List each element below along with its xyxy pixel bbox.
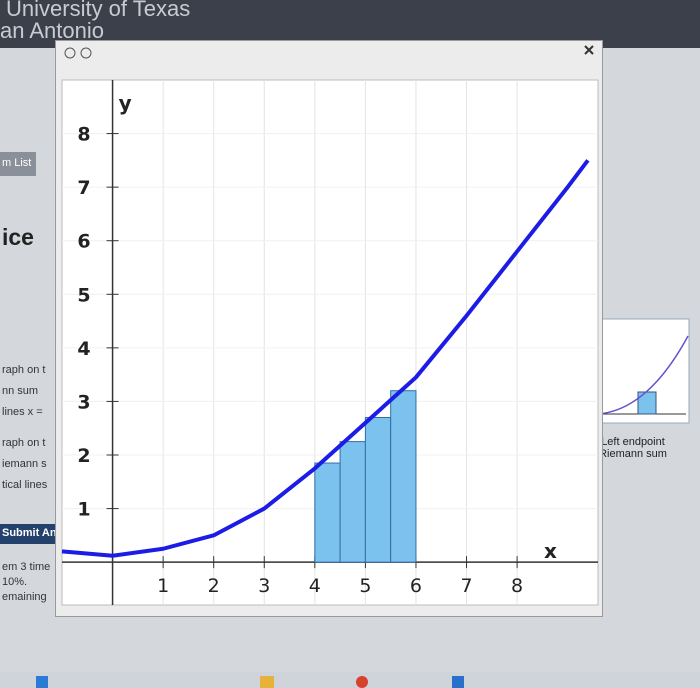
taskbar-icon[interactable] — [356, 676, 368, 688]
y-tick-label: 7 — [77, 177, 90, 199]
y-tick-label: 6 — [77, 231, 90, 253]
text-fragment: raph on t — [2, 437, 46, 449]
submit-label[interactable]: Submit An — [2, 527, 57, 539]
x-axis-label: x — [544, 539, 557, 563]
y-axis-label: y — [119, 91, 132, 115]
x-tick-label: 6 — [410, 575, 422, 597]
x-tick-label: 5 — [359, 575, 371, 597]
taskbar-icon[interactable] — [452, 676, 464, 688]
text-fragment: nn sum — [2, 385, 39, 397]
text-fragment: tical lines — [2, 479, 48, 491]
text-fragment: raph on t — [2, 364, 46, 376]
text-fragment: lines x = — [2, 406, 43, 418]
bar — [314, 462, 341, 563]
y-tick-label: 4 — [77, 338, 90, 360]
taskbar — [0, 672, 700, 688]
thumbnail-caption: Left endpoint Riemann sum — [599, 436, 667, 460]
site-subtitle: an Antonio — [0, 18, 104, 43]
text-fragment: 10%. — [2, 576, 28, 588]
site-title: University of Texas — [6, 0, 191, 21]
popup-chrome — [64, 45, 594, 59]
tab[interactable] — [0, 152, 36, 176]
x-tick-label: 7 — [460, 575, 472, 597]
bar — [364, 417, 392, 563]
y-tick-label: 8 — [77, 124, 90, 146]
zoom-in-icon[interactable] — [64, 47, 76, 59]
x-tick-label: 4 — [309, 575, 321, 597]
bar — [339, 441, 366, 563]
y-tick-label: 3 — [77, 391, 90, 413]
y-tick-label: 2 — [77, 445, 90, 467]
x-tick-label: 8 — [511, 575, 523, 597]
x-tick-label: 2 — [208, 575, 220, 597]
y-tick-label: 5 — [77, 284, 90, 306]
y-tick-label: 1 — [77, 499, 90, 521]
taskbar-icon[interactable] — [36, 676, 48, 688]
bar — [390, 390, 417, 563]
thumbnail-curve — [597, 335, 689, 415]
curve — [61, 159, 590, 558]
zoom-out-icon[interactable] — [80, 47, 92, 59]
submit-button[interactable] — [0, 524, 56, 544]
close-icon[interactable] — [584, 45, 594, 55]
x-tick-label: 3 — [258, 575, 270, 597]
taskbar-icon[interactable] — [260, 676, 274, 688]
text-fragment: emaining — [2, 591, 47, 603]
text-fragment: iemann s — [2, 458, 47, 470]
x-tick-label: 1 — [157, 575, 169, 597]
section-title: ice — [2, 224, 34, 250]
text-fragment: em 3 time — [2, 561, 51, 573]
menu-list[interactable]: m List — [2, 157, 32, 169]
